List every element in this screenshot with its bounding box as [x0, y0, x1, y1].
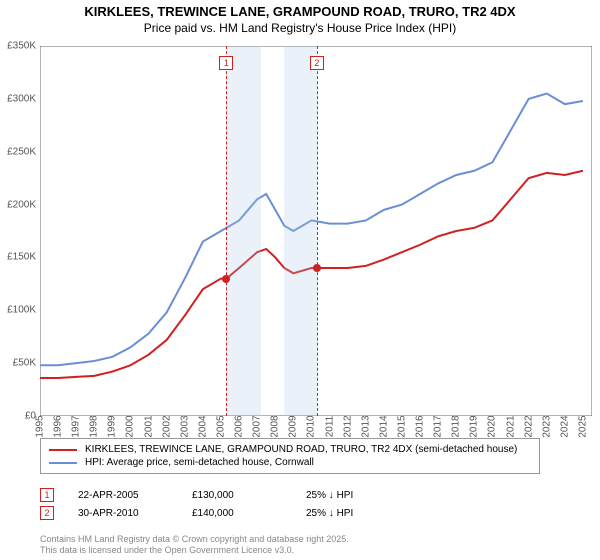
x-axis-label: 1998 [89, 415, 100, 437]
annotation-date: 30-APR-2010 [78, 508, 168, 519]
x-axis-label: 1996 [53, 415, 64, 437]
x-axis-label: 1995 [35, 415, 46, 437]
y-axis-label: £150K [0, 252, 36, 263]
footer-line1: Contains HM Land Registry data © Crown c… [40, 534, 349, 545]
x-axis-label: 2001 [143, 415, 154, 437]
x-axis-label: 2025 [577, 415, 588, 437]
legend-item: KIRKLEES, TREWINCE LANE, GRAMPOUND ROAD,… [49, 443, 531, 456]
reference-marker: 1 [219, 56, 233, 70]
y-axis-label: £200K [0, 199, 36, 210]
legend: KIRKLEES, TREWINCE LANE, GRAMPOUND ROAD,… [40, 438, 540, 474]
x-axis-label: 2004 [197, 415, 208, 437]
y-axis-label: £250K [0, 146, 36, 157]
x-axis-label: 2021 [505, 415, 516, 437]
x-axis-label: 2017 [433, 415, 444, 437]
x-axis-label: 1997 [71, 415, 82, 437]
x-axis-label: 2012 [342, 415, 353, 437]
annotation-row: 2 30-APR-2010 £140,000 25% ↓ HPI [40, 504, 353, 522]
x-axis-label: 2024 [559, 415, 570, 437]
x-axis-label: 2013 [360, 415, 371, 437]
x-axis-label: 2000 [125, 415, 136, 437]
x-axis-label: 2018 [451, 415, 462, 437]
chart-area: 12£0£50K£100K£150K£200K£250K£300K£350K19… [40, 46, 592, 416]
x-axis-label: 2022 [523, 415, 534, 437]
legend-label: KIRKLEES, TREWINCE LANE, GRAMPOUND ROAD,… [85, 444, 517, 455]
x-axis-label: 2008 [270, 415, 281, 437]
chart-title-line1: KIRKLEES, TREWINCE LANE, GRAMPOUND ROAD,… [0, 0, 600, 21]
shaded-region [284, 46, 317, 416]
annotation-row: 1 22-APR-2005 £130,000 25% ↓ HPI [40, 486, 353, 504]
data-point [222, 275, 230, 283]
annotation-price: £140,000 [192, 508, 282, 519]
y-axis-label: £300K [0, 93, 36, 104]
annotation-diff: 25% ↓ HPI [306, 490, 353, 501]
legend-swatch [49, 449, 77, 451]
shaded-region [226, 46, 260, 416]
annotation-price: £130,000 [192, 490, 282, 501]
x-axis-label: 2006 [234, 415, 245, 437]
x-axis-label: 2009 [288, 415, 299, 437]
annotation-marker: 2 [40, 506, 54, 520]
x-axis-label: 2016 [415, 415, 426, 437]
x-axis-label: 2007 [252, 415, 263, 437]
legend-item: HPI: Average price, semi-detached house,… [49, 456, 531, 469]
y-axis-label: £100K [0, 305, 36, 316]
reference-line [317, 46, 318, 416]
reference-marker: 2 [310, 56, 324, 70]
y-axis-label: £50K [0, 358, 36, 369]
x-axis-label: 2023 [541, 415, 552, 437]
x-axis-label: 2020 [487, 415, 498, 437]
reference-line [226, 46, 227, 416]
x-axis-label: 2015 [396, 415, 407, 437]
x-axis-label: 2014 [378, 415, 389, 437]
x-axis-label: 2011 [324, 416, 335, 438]
x-axis-label: 2019 [469, 415, 480, 437]
x-axis-label: 1999 [107, 415, 118, 437]
annotation-marker: 1 [40, 488, 54, 502]
x-axis-label: 2010 [306, 415, 317, 437]
footer: Contains HM Land Registry data © Crown c… [40, 534, 349, 556]
x-axis-label: 2003 [179, 415, 190, 437]
y-axis-label: £0 [0, 411, 36, 422]
data-point [313, 264, 321, 272]
chart-title-line2: Price paid vs. HM Land Registry's House … [0, 21, 600, 39]
annotation-diff: 25% ↓ HPI [306, 508, 353, 519]
legend-label: HPI: Average price, semi-detached house,… [85, 457, 314, 468]
x-axis-label: 2002 [161, 415, 172, 437]
x-axis-label: 2005 [215, 415, 226, 437]
y-axis-label: £350K [0, 41, 36, 52]
annotation-date: 22-APR-2005 [78, 490, 168, 501]
legend-swatch [49, 462, 77, 464]
annotations: 1 22-APR-2005 £130,000 25% ↓ HPI 2 30-APR-201… [40, 486, 353, 522]
footer-line2: This data is licensed under the Open Gov… [40, 545, 349, 556]
